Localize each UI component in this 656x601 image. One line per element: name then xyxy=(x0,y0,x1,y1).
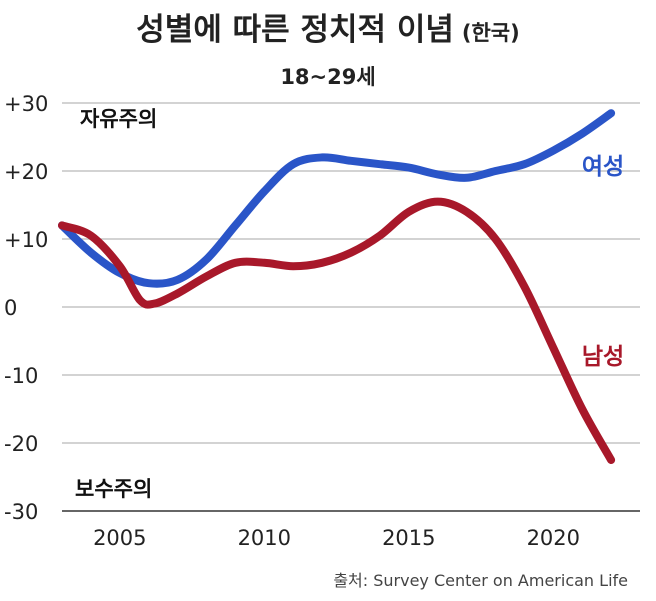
x-tick-label: 2020 xyxy=(527,526,580,550)
x-axis-ticks: 2005 2010 2015 2020 xyxy=(93,526,580,550)
gridlines xyxy=(62,102,640,444)
chart-title: 성별에 따른 정치적 이념 (한국) xyxy=(136,12,519,48)
chart-subtitle: 18~29세 xyxy=(280,65,375,89)
y-tick-label: 0 xyxy=(4,296,17,320)
y-tick-label: -30 xyxy=(4,500,38,524)
x-tick-label: 2005 xyxy=(93,526,146,550)
y-axis-ticks: +30 +20 +10 0 -10 -20 -30 xyxy=(4,92,48,524)
annotation-conservative: 보수주의 xyxy=(75,477,152,501)
y-tick-label: +10 xyxy=(4,228,48,252)
series-label-men: 남성 xyxy=(582,344,624,370)
x-tick-label: 2010 xyxy=(238,526,291,550)
chart-title-suffix: (한국) xyxy=(462,21,520,45)
source-note: 출처: Survey Center on American Life xyxy=(333,571,628,590)
series-line-men xyxy=(58,197,616,464)
y-tick-label: +30 xyxy=(4,92,48,116)
y-tick-label: -10 xyxy=(4,364,38,388)
chart-title-main: 성별에 따른 정치적 이념 xyxy=(136,12,454,48)
y-tick-label: -20 xyxy=(4,432,38,456)
series-group xyxy=(58,109,616,464)
x-tick-label: 2015 xyxy=(382,526,435,550)
annotation-liberal: 자유주의 xyxy=(80,107,157,131)
series-label-women: 여성 xyxy=(582,154,624,180)
series-line-women xyxy=(58,109,616,288)
y-tick-label: +20 xyxy=(4,160,48,184)
